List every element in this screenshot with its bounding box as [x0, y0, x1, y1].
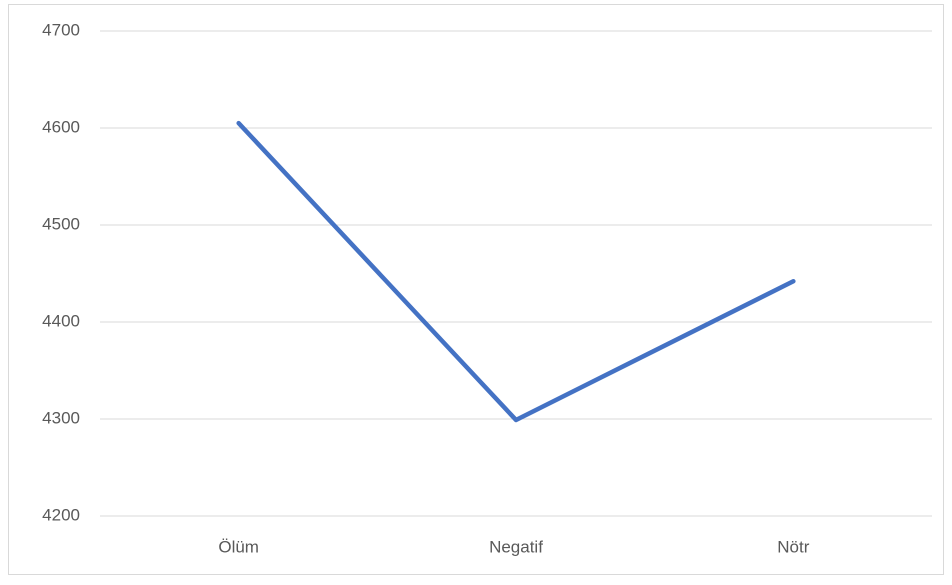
y-tick-label: 4500: [42, 214, 80, 233]
y-tick-label: 4700: [42, 20, 80, 39]
chart-border: [8, 4, 944, 575]
y-tick-label: 4200: [42, 505, 80, 524]
y-tick-label: 4600: [42, 117, 80, 136]
x-tick-label: Nötr: [777, 537, 809, 556]
x-tick-label: Ölüm: [218, 537, 259, 556]
y-tick-label: 4300: [42, 408, 80, 427]
x-tick-label: Negatif: [489, 537, 543, 556]
line: [236, 120, 796, 423]
y-tick-label: 4400: [42, 311, 80, 330]
